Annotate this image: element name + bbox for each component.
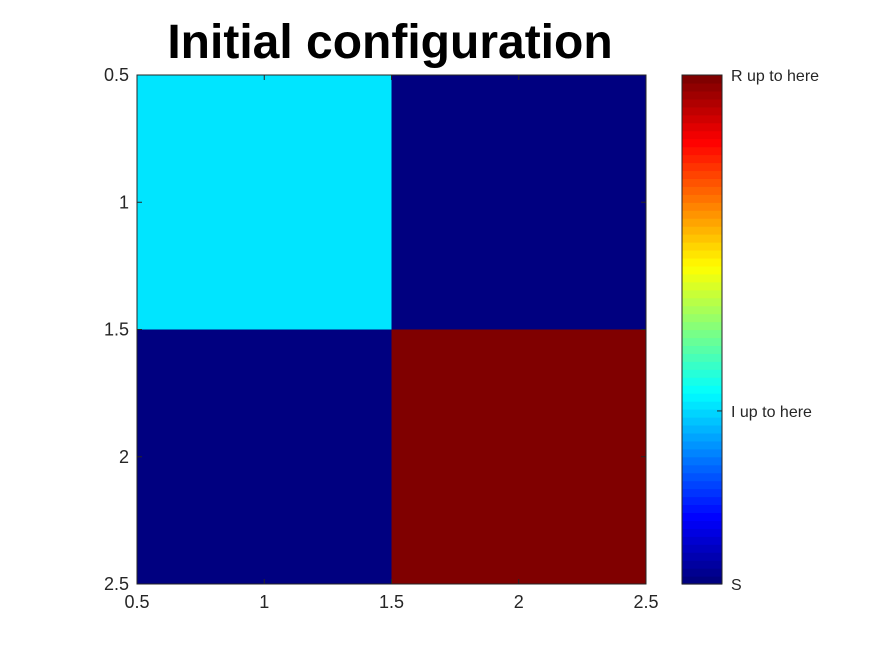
y-tick-label: 2.5 [104,574,129,594]
colorbar-swatch [682,369,722,378]
heatmap-cell-r1-c1 [137,75,392,330]
axes: 0.5 1 1.5 2 2.50.511.522.5 [104,65,659,612]
colorbar-swatch [682,202,722,211]
colorbar-swatch [682,130,722,140]
colorbar-swatch [682,162,722,172]
heatmap-plot [137,75,646,584]
colorbar-swatch [682,440,722,450]
colorbar-swatch [682,154,722,164]
colorbar-tick-label: R up to here [731,68,819,85]
colorbar-swatch [682,409,722,418]
colorbar-swatch [682,265,722,275]
colorbar-swatch [682,242,722,251]
x-tick-label: 1.5 [379,592,404,612]
colorbar-swatch [682,273,722,283]
colorbar-swatch [682,377,722,386]
colorbar-swatch [682,170,722,179]
colorbar-swatch [682,496,722,506]
colorbar-swatch [682,512,722,521]
colorbar-frame [681,74,723,585]
colorbar-swatch [682,305,722,315]
colorbar-swatch [682,234,722,243]
colorbar-swatch [682,194,722,203]
colorbar-swatch [682,186,722,195]
colorbar-swatch [682,257,722,267]
colorbar-swatch [682,321,722,331]
colorbar-tick-label: I up to here [731,404,812,421]
colorbar-swatch [682,552,722,561]
colorbar-swatch [682,488,722,498]
colorbar-swatch [682,337,722,347]
colorbar-swatch [682,297,722,307]
colorbar-swatch [682,544,722,553]
heatmap-cell-r1-c2 [391,75,646,330]
colorbar-swatch [682,90,722,100]
colorbar: R up to here I up to here S [681,68,819,594]
colorbar-swatch [682,393,722,402]
colorbar-swatch [682,416,722,426]
heatmap-cell-r2-c2 [391,329,646,584]
colorbar-swatch [682,385,722,394]
colorbar-swatch [682,504,722,514]
colorbar-swatch [682,226,722,235]
x-tick-label: 0.5 [124,592,149,612]
y-tick-label: 1.5 [104,320,129,340]
colorbar-swatch [682,138,722,148]
colorbar-swatch [682,218,722,227]
colorbar-swatch [682,146,722,156]
colorbar-swatch [682,122,722,132]
colorbar-swatch [682,464,722,474]
colorbar-swatch [682,424,722,434]
colorbar-swatch [682,98,722,108]
colorbar-swatch [682,249,722,259]
colorbar-swatch [682,432,722,442]
colorbar-swatch [682,210,722,219]
colorbar-swatch [682,114,722,124]
x-tick-label: 2.5 [633,592,658,612]
colorbar-swatch [682,528,722,537]
colorbar-swatch [682,560,722,569]
colorbar-swatch [682,345,722,354]
y-tick-label: 0.5 [104,65,129,85]
x-tick-label: 1 [259,592,269,612]
heatmap-cell-r2-c1 [137,329,392,584]
colorbar-swatch [682,82,722,92]
colorbar-swatch [682,480,722,490]
colorbar-swatch [682,568,722,577]
colorbar-swatch [682,353,722,362]
colorbar-swatch [682,313,722,323]
colorbar-swatch [682,281,722,291]
y-tick-label: 1 [119,192,129,212]
colorbar-swatch [682,536,722,545]
colorbar-swatch [682,576,722,585]
colorbar-swatch [682,289,722,299]
chart-title: Initial configuration [167,16,612,69]
colorbar-swatch [682,520,722,529]
colorbar-swatch [682,448,722,458]
colorbar-swatch [682,75,722,84]
colorbar-swatch [682,472,722,482]
colorbar-tick-label: S [731,577,742,594]
x-tick-label: 2 [514,592,524,612]
y-tick-label: 2 [119,447,129,467]
colorbar-swatch [682,456,722,466]
colorbar-swatch [682,329,722,339]
colorbar-swatch [682,106,722,116]
colorbar-swatch [682,361,722,370]
colorbar-swatch [682,178,722,187]
colorbar-swatch [682,401,722,410]
